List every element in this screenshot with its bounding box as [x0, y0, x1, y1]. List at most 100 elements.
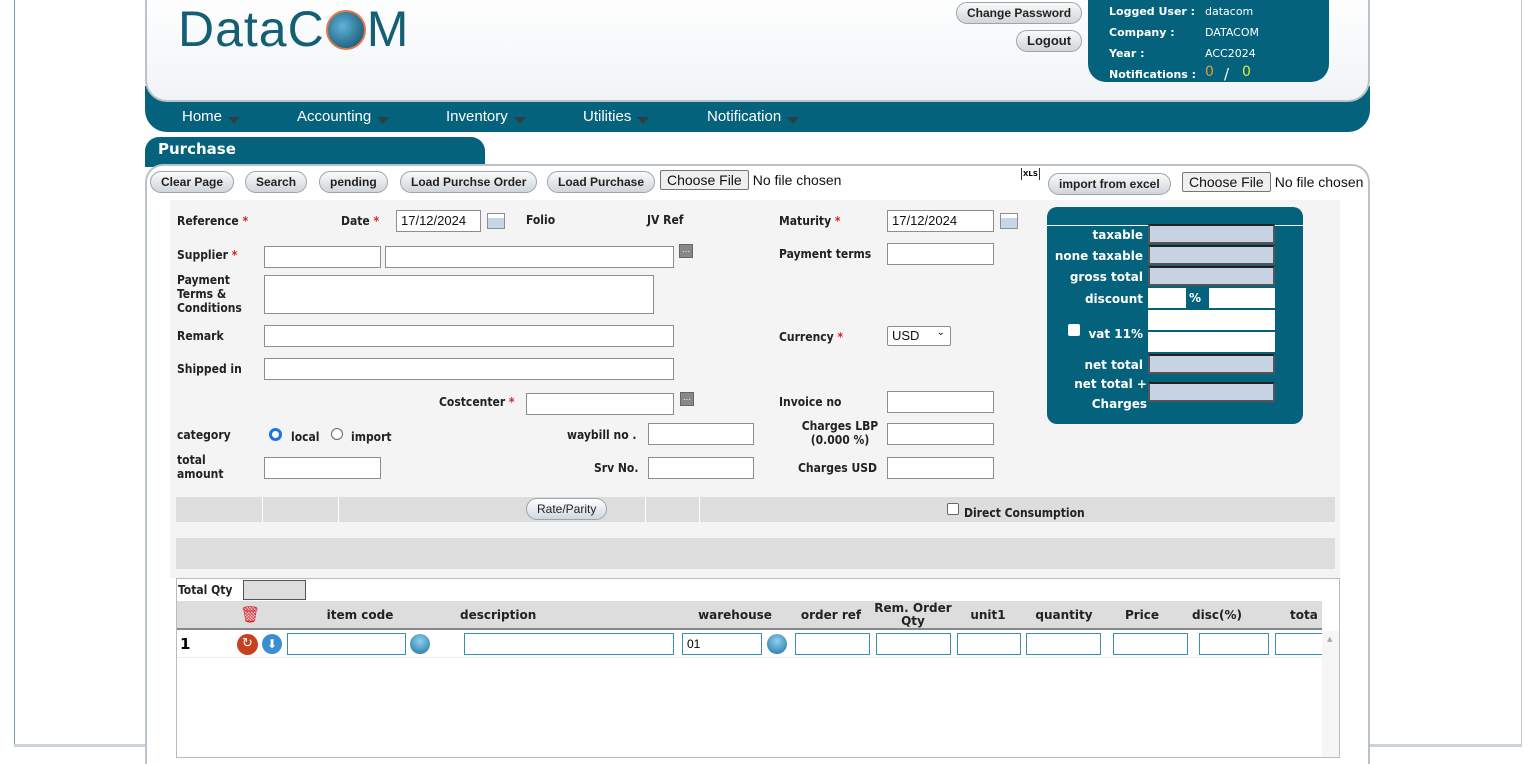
total-input[interactable]: [1275, 633, 1322, 655]
nav-notification[interactable]: Notification: [707, 108, 800, 125]
order-ref-input[interactable]: [795, 633, 870, 655]
remark-input[interactable]: [264, 325, 674, 347]
payment-terms-conditions-textarea[interactable]: [264, 275, 654, 314]
nav-utilities[interactable]: Utilities: [583, 108, 650, 125]
chevron-down-icon: [513, 117, 526, 124]
discount-amount-input[interactable]: [1209, 288, 1275, 308]
unit1-input[interactable]: [957, 633, 1021, 655]
company-label: Company :: [1109, 26, 1175, 39]
discount-percent-input[interactable]: [1148, 288, 1186, 308]
srv-no-input[interactable]: [648, 457, 754, 479]
gross-total-field: [1148, 266, 1275, 286]
supplier-name-input[interactable]: [385, 246, 674, 268]
calendar-icon[interactable]: [1000, 213, 1018, 229]
user-value: datacom: [1205, 5, 1254, 18]
currency-select[interactable]: USD ⌄: [887, 326, 951, 346]
waybill-input[interactable]: [648, 423, 754, 445]
net-total-label: net total: [1084, 358, 1143, 372]
item-code-input[interactable]: [287, 633, 406, 655]
pending-button[interactable]: pending: [319, 171, 388, 193]
invoice-no-label: Invoice no: [779, 395, 842, 409]
choose-file-button[interactable]: Choose File: [1182, 172, 1271, 192]
import-radio[interactable]: [331, 428, 343, 440]
shipped-in-input[interactable]: [264, 358, 674, 380]
clear-page-button[interactable]: Clear Page: [150, 171, 235, 193]
file-status: No file chosen: [752, 172, 842, 188]
direct-consumption-checkbox[interactable]: [947, 503, 959, 515]
supplier-code-input[interactable]: [264, 246, 381, 268]
search-button[interactable]: Search: [245, 171, 308, 193]
import-excel-button[interactable]: import from excel: [1048, 173, 1171, 195]
percent-label: %: [1189, 291, 1202, 305]
charges-usd-input[interactable]: [887, 457, 994, 479]
year-label: Year :: [1109, 47, 1145, 60]
category-label: category: [177, 428, 231, 442]
srv-no-label: Srv No.: [594, 461, 639, 475]
warehouse-lookup-icon[interactable]: [767, 634, 787, 654]
rate-parity-button[interactable]: Rate/Parity: [526, 498, 608, 520]
load-purchase-button[interactable]: Load Purchase: [547, 171, 656, 193]
nav-home[interactable]: Home: [182, 108, 241, 125]
excel-file-input[interactable]: Choose File No file chosen: [1182, 172, 1363, 192]
payment-terms-conditions-label: Payment Terms & Conditions: [177, 273, 242, 315]
total-amount-input[interactable]: [264, 457, 381, 479]
file-input[interactable]: Choose File No file chosen: [660, 170, 842, 190]
calendar-icon[interactable]: [487, 213, 505, 229]
info-bar: [176, 538, 1335, 569]
nav-inventory[interactable]: Inventory: [446, 108, 526, 125]
xls-icon[interactable]: XLS: [1021, 168, 1040, 180]
folio-label: Folio: [526, 213, 556, 227]
nav-label: Utilities: [583, 108, 632, 125]
none-taxable-field: [1148, 245, 1275, 265]
nav-label: Accounting: [297, 108, 372, 125]
col-rem-order-qty: Rem. Order Qty: [874, 601, 952, 628]
maturity-input[interactable]: 17/12/2024: [887, 210, 994, 232]
supplier-lookup-icon[interactable]: …: [679, 244, 693, 258]
grid-scrollbar[interactable]: ▲: [1322, 631, 1339, 757]
total-amount-label: total amount: [177, 453, 224, 481]
direct-consumption-label: Direct Consumption: [964, 506, 1085, 520]
import-label: import: [351, 430, 392, 444]
refresh-icon[interactable]: ↻: [237, 634, 258, 655]
costcenter-lookup-icon[interactable]: …: [680, 392, 694, 406]
costcenter-input[interactable]: [526, 393, 674, 415]
remark-label: Remark: [177, 329, 224, 343]
item-lookup-icon[interactable]: [410, 634, 430, 654]
frame-left: [14, 0, 15, 747]
vat-checkbox[interactable]: [1068, 324, 1080, 336]
load-purchase-order-button[interactable]: Load Purchse Order: [400, 171, 538, 193]
change-password-button[interactable]: Change Password: [956, 2, 1083, 24]
taxable-field: [1148, 224, 1275, 244]
payment-terms-input[interactable]: [887, 243, 994, 265]
warehouse-input[interactable]: 01: [682, 633, 762, 655]
vat-amount-field[interactable]: [1148, 332, 1275, 352]
col-quantity: quantity: [1035, 608, 1093, 622]
local-radio[interactable]: [269, 428, 282, 441]
date-input[interactable]: 17/12/2024: [396, 210, 481, 232]
net-total-field: [1148, 354, 1275, 374]
notif-count-b[interactable]: 0: [1242, 64, 1251, 80]
year-value: ACC2024: [1205, 47, 1256, 60]
quantity-input[interactable]: [1026, 633, 1101, 655]
price-input[interactable]: [1113, 633, 1188, 655]
payment-terms-label: Payment terms: [779, 247, 872, 261]
rem-order-qty-input[interactable]: [876, 633, 951, 655]
user-info-panel: Logged User : datacom Company : DATACOM Ye…: [1088, 0, 1329, 83]
arrow-down-icon[interactable]: ⬇: [262, 634, 282, 654]
trash-icon[interactable]: 🗑: [240, 605, 261, 624]
nav-accounting[interactable]: Accounting: [297, 108, 390, 125]
col-warehouse: warehouse: [698, 608, 772, 622]
disc-input[interactable]: [1199, 633, 1269, 655]
nav-label: Notification: [707, 108, 782, 125]
vat-rate-field[interactable]: [1148, 310, 1275, 330]
choose-file-button[interactable]: Choose File: [660, 170, 749, 190]
logout-button[interactable]: Logout: [1016, 30, 1083, 52]
notif-count-a[interactable]: 0: [1205, 64, 1214, 80]
invoice-no-input[interactable]: [887, 391, 994, 413]
shipped-in-label: Shipped in: [177, 362, 242, 376]
charges-lbp-input[interactable]: [887, 423, 994, 445]
maturity-label: Maturity *: [779, 214, 841, 228]
description-input[interactable]: [464, 633, 674, 655]
discount-label: discount: [1084, 292, 1143, 306]
charges-lbp-label: Charges LBP (0.000 %): [801, 419, 879, 447]
